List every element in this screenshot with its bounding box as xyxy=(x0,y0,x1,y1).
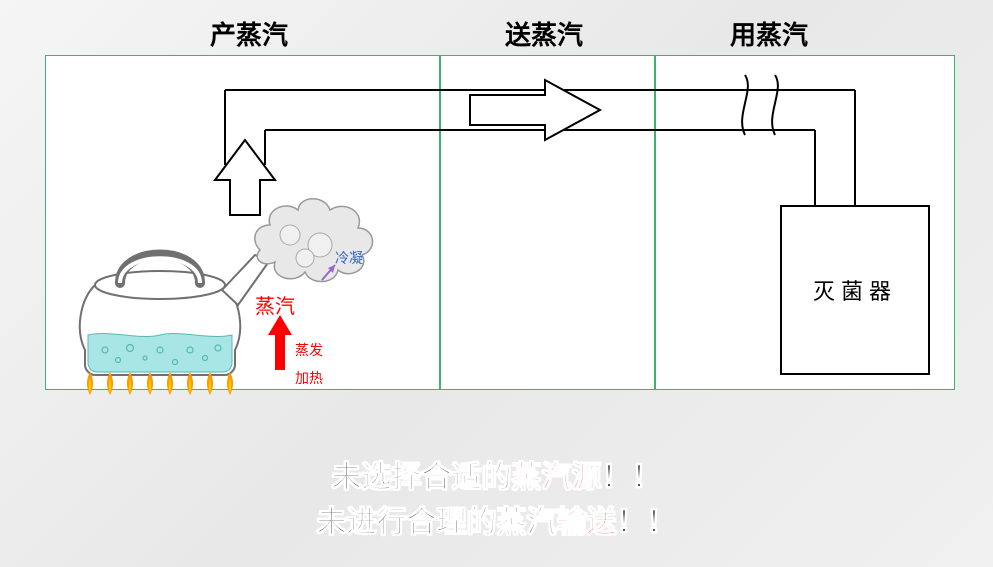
bottom-line-1: 未选择合适的蒸汽源！！ xyxy=(0,455,993,500)
bottom-line-2: 未进行合理的蒸汽输送！！ xyxy=(0,500,993,545)
line1-part-a: 未选择合适的 xyxy=(332,461,512,494)
line2-part-c: ！！ xyxy=(617,506,677,539)
line2-part-a: 未进行合理的蒸汽 xyxy=(317,506,557,539)
line1-part-b: 蒸汽源 xyxy=(512,461,602,494)
line2-part-b: 输送 xyxy=(557,506,617,539)
condense-label: 冷凝 xyxy=(335,248,363,268)
line1-part-c: ！！ xyxy=(602,461,662,494)
heat-label: 加热 xyxy=(295,368,323,388)
sterilizer-box: 灭菌器 xyxy=(780,205,930,375)
bottom-text: 未选择合适的蒸汽源！！ 未进行合理的蒸汽输送！！ xyxy=(0,455,993,545)
steam-label: 蒸汽 xyxy=(255,290,295,319)
evaporate-label: 蒸发 xyxy=(295,340,323,360)
sterilizer-label: 灭菌器 xyxy=(813,274,897,306)
